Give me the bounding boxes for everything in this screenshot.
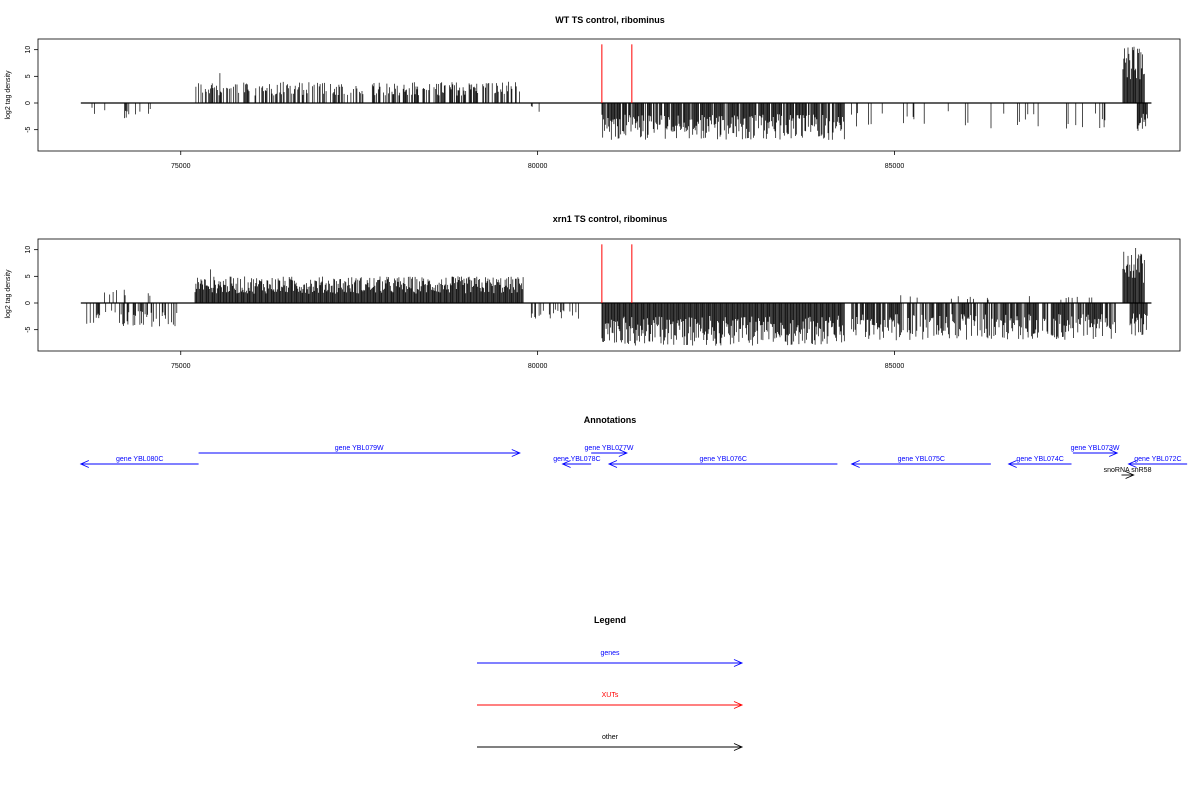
- x-tick-label: 85000: [885, 163, 905, 170]
- positive-strand-bars: [1122, 46, 1145, 103]
- feature-arrow-arrowhead: [618, 449, 628, 457]
- y-tick-label: 10: [25, 46, 32, 54]
- legend-arrow-arrowhead: [733, 659, 744, 667]
- panel-xrn1-ylabel: log2 tag density: [5, 269, 12, 319]
- negative-strand-bars: [1136, 103, 1148, 131]
- y-tick-label: 0: [25, 101, 32, 105]
- legend-item: genes: [477, 650, 744, 667]
- panel-wt-ylabel: log2 tag density: [5, 70, 12, 120]
- panel-wt-axes: -5 0 5 10 75000 80000 85000: [25, 46, 904, 170]
- feature-label: gene YBL072C: [1134, 456, 1181, 463]
- annotations-title: Annotations: [584, 415, 637, 425]
- annotation-feature: gene YBL077W: [585, 445, 634, 457]
- panel-xrn1-axes: -5 0 5 10 75000 80000 85000: [25, 246, 904, 370]
- legend-arrow-arrowhead: [733, 743, 744, 751]
- panel-xrn1-title: xrn1 TS control, ribominus: [553, 214, 668, 224]
- feature-arrow-arrowhead: [1007, 460, 1017, 468]
- legend-item: other: [477, 734, 744, 751]
- negative-strand-bars: [530, 303, 579, 319]
- annotation-feature: gene YBL076C: [607, 456, 838, 468]
- y-tick-label: 10: [25, 246, 32, 254]
- positive-strand-bars: [104, 289, 151, 303]
- annotation-feature: gene YBL078C: [553, 456, 601, 468]
- y-tick-label: 5: [25, 274, 32, 278]
- negative-strand-bars: [86, 303, 178, 327]
- panel-wt-title: WT TS control, ribominus: [555, 15, 665, 25]
- feature-label: gene YBL074C: [1016, 456, 1063, 463]
- legend-label: genes: [600, 650, 620, 657]
- annotation-feature: gene YBL075C: [850, 456, 991, 468]
- feature-label: gene YBL078C: [553, 456, 600, 463]
- feature-arrow-arrowhead: [1125, 471, 1135, 479]
- annotation-features: gene YBL080C gene YBL079W gene YBL078C gene…: [79, 445, 1188, 479]
- feature-label: gene YBL073W: [1071, 445, 1120, 452]
- annotation-feature: gene YBL080C: [79, 456, 199, 468]
- legend-items: genes XUTs other: [477, 650, 744, 751]
- positive-strand-bars: [900, 295, 1093, 303]
- panel-wt: WT TS control, ribominus log2 tag densit…: [5, 15, 1181, 170]
- feature-label: gene YBL077W: [585, 445, 634, 452]
- legend-label: XUTs: [602, 692, 619, 699]
- panel-xrn1: xrn1 TS control, ribominus log2 tag dens…: [5, 214, 1181, 370]
- annotation-feature: snoRNA snR58: [1104, 467, 1152, 479]
- panel-wt-bars: [80, 44, 1152, 140]
- positive-strand-bars: [194, 269, 524, 303]
- feature-arrow-arrowhead: [511, 449, 521, 457]
- x-tick-label: 75000: [171, 363, 191, 370]
- x-tick-label: 80000: [528, 363, 548, 370]
- y-tick-label: -5: [25, 126, 32, 132]
- negative-strand-bars: [851, 103, 1106, 129]
- feature-label: gene YBL076C: [700, 456, 747, 463]
- legend-title: Legend: [594, 615, 626, 625]
- y-tick-label: 5: [25, 74, 32, 78]
- annotation-feature: gene YBL079W: [198, 445, 521, 457]
- feature-label: gene YBL080C: [116, 456, 163, 463]
- feature-label: snoRNA snR58: [1104, 467, 1152, 474]
- feature-arrow-arrowhead: [79, 460, 90, 468]
- feature-label: gene YBL075C: [898, 456, 945, 463]
- feature-arrow-arrowhead: [850, 460, 860, 468]
- legend-label: other: [602, 734, 619, 741]
- positive-strand-bars: [195, 73, 520, 103]
- feature-arrow-arrowhead: [1109, 449, 1119, 457]
- panel-xrn1-bars: [80, 244, 1152, 346]
- feature-arrow-arrowhead: [1127, 460, 1137, 468]
- annotation-feature: gene YBL072C: [1127, 456, 1188, 468]
- legend-panel: Legend genes XUTs other: [477, 615, 744, 751]
- negative-strand-bars: [851, 303, 1116, 341]
- annotation-feature: gene YBL073W: [1071, 445, 1120, 457]
- feature-arrow-arrowhead: [561, 460, 571, 468]
- x-tick-label: 85000: [885, 363, 905, 370]
- feature-arrow-arrowhead: [607, 460, 618, 468]
- negative-strand-bars: [530, 103, 540, 112]
- positive-strand-bars: [1122, 248, 1145, 303]
- y-tick-label: 0: [25, 301, 32, 305]
- panel-wt-frame: [37, 38, 1181, 152]
- negative-strand-bars: [601, 103, 845, 140]
- negative-strand-bars: [91, 103, 151, 119]
- x-tick-label: 75000: [171, 163, 191, 170]
- x-tick-label: 80000: [528, 163, 548, 170]
- negative-strand-bars: [1129, 303, 1148, 336]
- negative-strand-bars: [601, 303, 845, 346]
- y-tick-label: -5: [25, 326, 32, 332]
- panel-xrn1-frame: [37, 238, 1181, 352]
- legend-arrow-arrowhead: [733, 701, 744, 709]
- feature-label: gene YBL079W: [335, 445, 384, 452]
- annotation-feature: gene YBL074C: [1007, 456, 1072, 468]
- legend-item: XUTs: [477, 692, 744, 709]
